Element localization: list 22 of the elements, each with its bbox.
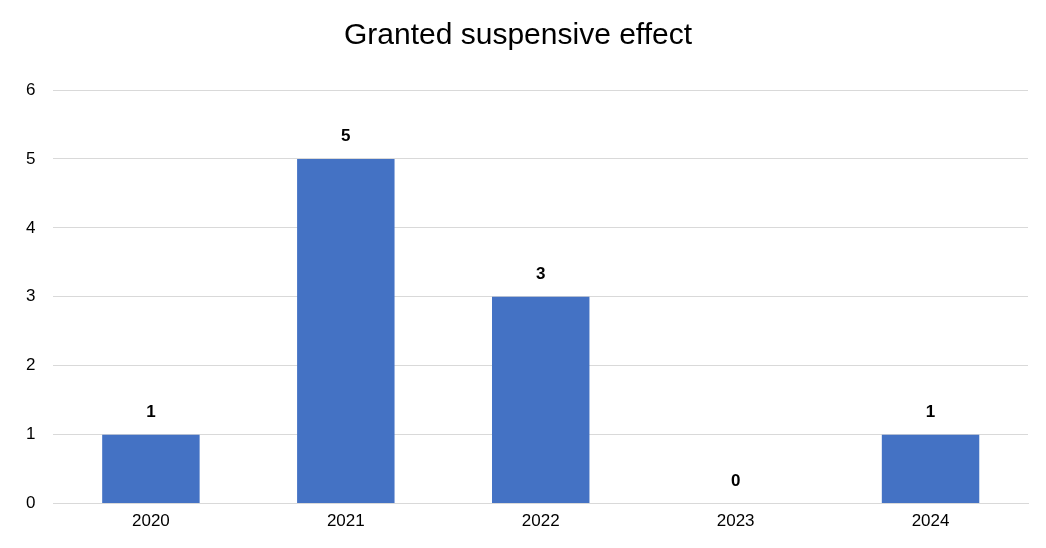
data-label: 5 (341, 126, 351, 146)
x-tick-label: 2020 (132, 511, 170, 531)
data-label: 1 (925, 401, 936, 421)
data-label: 0 (730, 470, 741, 490)
y-tick-label: 6 (25, 79, 36, 99)
y-tick-label: 2 (25, 355, 36, 375)
bar (492, 296, 590, 504)
bar (297, 158, 395, 504)
x-tick-label: 2021 (326, 511, 365, 531)
chart-title: Granted suspensive effect (344, 17, 693, 51)
x-tick-label: 2023 (716, 511, 755, 531)
bar (102, 434, 200, 504)
y-tick-label: 3 (25, 286, 36, 306)
y-tick-label: 5 (25, 148, 36, 168)
y-tick-label: 0 (25, 493, 36, 513)
data-label: 1 (146, 401, 156, 421)
y-tick-label: 4 (25, 217, 36, 237)
x-tick-label: 2024 (911, 511, 950, 531)
bar (881, 434, 980, 504)
data-label: 3 (535, 263, 546, 283)
y-tick-label: 1 (25, 424, 36, 444)
x-tick-label: 2022 (521, 511, 560, 531)
